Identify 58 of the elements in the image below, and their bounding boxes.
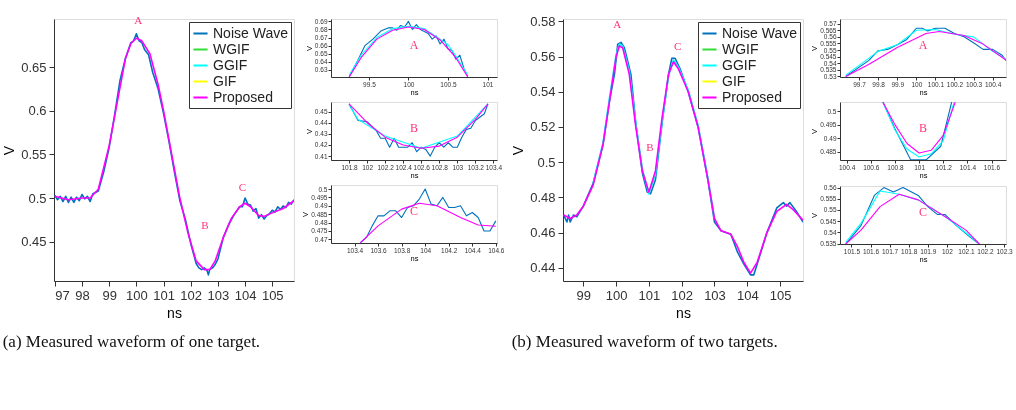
y-tick-label: 0.5 xyxy=(537,154,556,170)
x-tick-label: 104 xyxy=(736,287,759,303)
x-tick-label: 101 xyxy=(638,287,661,303)
x-tick-label: 99 xyxy=(576,287,592,303)
x-tick-label: 100 xyxy=(126,287,148,303)
annotation: A xyxy=(134,14,143,27)
y-tick-label: 0.45 xyxy=(21,234,47,250)
legend-label: GIF xyxy=(722,72,746,89)
x-tick-label: 105 xyxy=(261,287,284,303)
legend-label: WGIF xyxy=(213,40,250,57)
annotation: A xyxy=(409,38,419,53)
y-tick-label: 0.46 xyxy=(530,225,556,241)
x-tick-label: 100 xyxy=(605,287,628,303)
x-tick-label: 102 xyxy=(180,287,203,303)
y-tick-label: 0.48 xyxy=(530,189,556,205)
y-tick-label: 0.5 xyxy=(28,190,47,206)
legend-label: WGIF xyxy=(722,40,759,57)
annotation: B xyxy=(201,219,209,232)
annotation: B xyxy=(409,121,419,136)
y-tick-label: 0.65 xyxy=(21,59,47,75)
y-axis-title: V xyxy=(1,145,18,156)
annotation: A xyxy=(613,17,622,30)
annotation: B xyxy=(918,121,928,136)
x-tick-label: 99 xyxy=(102,287,117,303)
annotation: A xyxy=(918,38,928,53)
x-tick-label: 103 xyxy=(207,287,230,303)
x-tick-label: 102 xyxy=(671,287,694,303)
y-axis-title: V xyxy=(510,145,527,156)
legend-label: GGIF xyxy=(722,56,757,73)
legend-label: GIF xyxy=(213,72,237,89)
annotation: C xyxy=(673,40,682,53)
y-tick-label: 0.56 xyxy=(530,49,556,64)
x-axis-title: ns xyxy=(676,304,691,321)
y-tick-label: 0.6 xyxy=(28,103,47,119)
y-tick-label: 0.54 xyxy=(530,84,556,100)
text: (a) Measured waveform of one target. xyxy=(2,332,261,351)
x-tick-label: 105 xyxy=(769,287,792,303)
annotation: C xyxy=(918,205,928,220)
text: (b) Measured waveform of two targets. xyxy=(511,332,778,351)
x-tick-label: 103 xyxy=(704,287,726,303)
x-axis-title: ns xyxy=(167,304,182,321)
legend-label: Noise Wave xyxy=(722,24,798,41)
legend-label: Noise Wave xyxy=(213,24,289,41)
x-tick-label: 104 xyxy=(234,287,257,303)
y-tick-label: 0.55 xyxy=(21,146,47,162)
legend-label: Proposed xyxy=(213,88,273,105)
x-tick-label: 97 xyxy=(55,287,70,303)
annotation: C xyxy=(409,204,419,219)
legend-label: Proposed xyxy=(722,88,782,105)
y-tick-label: 0.44 xyxy=(530,260,556,276)
x-tick-label: 101 xyxy=(153,287,175,303)
y-tick-label: 0.58 xyxy=(530,13,556,29)
x-tick-label: 98 xyxy=(75,287,90,303)
annotation: B xyxy=(646,141,654,154)
line-series xyxy=(359,202,497,243)
legend-label: GGIF xyxy=(213,56,248,73)
y-tick-label: 0.52 xyxy=(530,119,556,135)
annotation: C xyxy=(238,180,247,193)
